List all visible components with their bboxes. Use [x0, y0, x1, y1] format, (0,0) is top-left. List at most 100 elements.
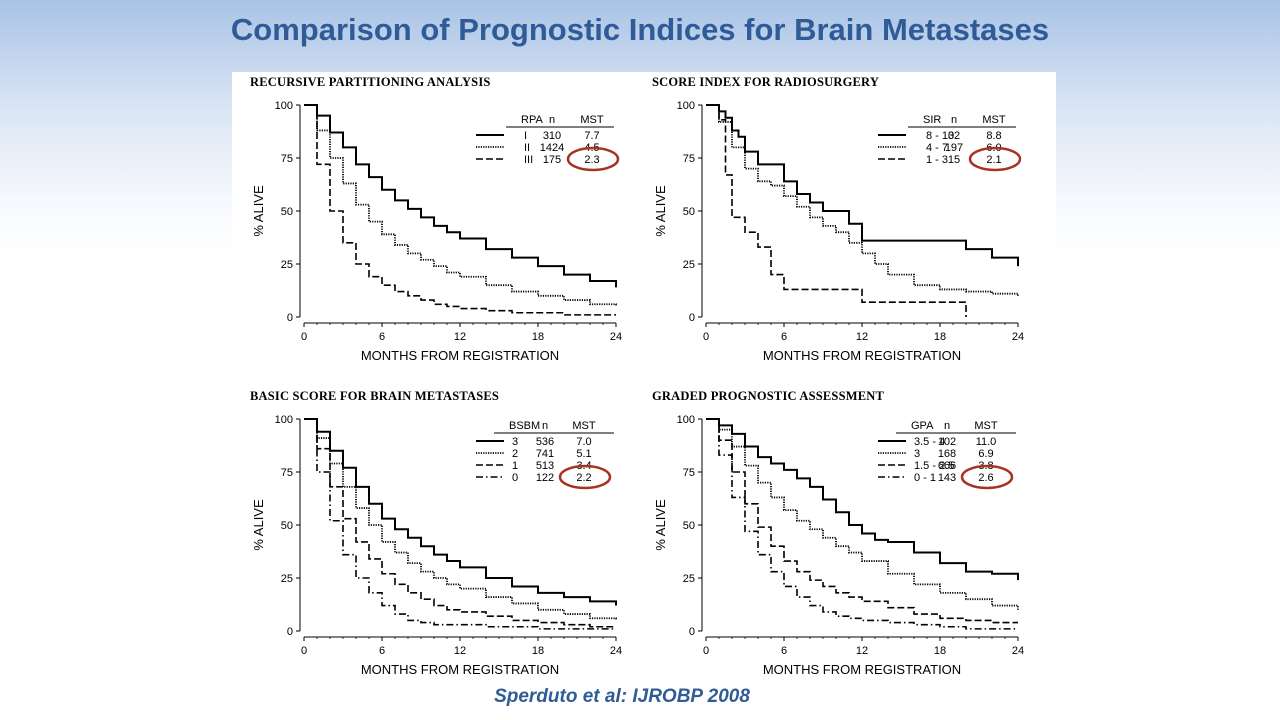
highlight-circle: [960, 464, 1014, 490]
survival-curve: [304, 104, 616, 316]
legend-label: II: [524, 142, 530, 154]
survival-curve: [706, 104, 1019, 296]
legend-header: MST: [580, 114, 604, 126]
survival-curve: [706, 418, 1018, 630]
x-tick-label: 6: [781, 331, 787, 343]
y-tick-label: 50: [683, 520, 695, 532]
legend-header: n: [542, 420, 548, 432]
legend-n: 513: [536, 460, 554, 472]
legend-mst: 2.2: [576, 472, 591, 484]
y-axis-label: % ALIVE: [251, 185, 266, 237]
y-tick-label: 100: [677, 100, 695, 112]
legend-label: 3: [914, 448, 920, 460]
legend-mst: 11.0: [976, 436, 997, 448]
y-tick-label: 25: [281, 259, 293, 271]
y-tick-label: 100: [275, 100, 293, 112]
x-axis-label: MONTHS FROM REGISTRATION: [361, 348, 559, 363]
legend-mst: 8.8: [986, 130, 1001, 142]
highlight-circle: [566, 146, 620, 172]
legend-header: MST: [572, 420, 596, 432]
survival-curve: [304, 418, 617, 621]
x-tick-label: 18: [532, 645, 544, 657]
legend-label: 3: [512, 436, 518, 448]
legend-header: n: [944, 420, 950, 432]
x-tick-label: 18: [934, 331, 946, 343]
legend-label: 2: [512, 448, 518, 460]
y-tick-label: 75: [683, 153, 695, 165]
panel-title: RECURSIVE PARTITIONING ANALYSIS: [250, 75, 491, 89]
y-tick-label: 100: [677, 414, 695, 426]
legend-header: RPA: [521, 114, 543, 126]
legend-header: MST: [974, 420, 998, 432]
x-tick-label: 0: [703, 645, 709, 657]
legend-n: 15: [948, 154, 960, 166]
legend-mst: 2.6: [978, 472, 993, 484]
panel-title: GRADED PROGNOSTIC ASSESSMENT: [652, 389, 885, 403]
panel-bsbm: BASIC SCORE FOR BRAIN METASTASES 0 25 50 75…: [232, 386, 644, 692]
y-tick-label: 75: [281, 467, 293, 479]
chart-gpa: 0 25 50 75 100 0 6 12 18 24 MONTHS FROM REGISTRATI…: [653, 414, 1024, 677]
y-axis-label: % ALIVE: [653, 499, 668, 551]
y-tick-label: 25: [683, 573, 695, 585]
panel-title: BASIC SCORE FOR BRAIN METASTASES: [250, 389, 500, 403]
legend-header: n: [951, 114, 957, 126]
slide-title: Comparison of Prognostic Indices for Bra…: [230, 12, 1050, 47]
survival-curve: [706, 418, 1018, 624]
y-tick-label: 25: [683, 259, 695, 271]
citation: Sperduto et al: IJROBP 2008: [494, 686, 750, 707]
x-tick-label: 24: [610, 645, 622, 657]
legend-header: MST: [982, 114, 1006, 126]
x-axis-label: MONTHS FROM REGISTRATION: [763, 348, 961, 363]
survival-curve: [304, 418, 617, 606]
legend-mst: 5.1: [576, 448, 591, 460]
legend-header: n: [549, 114, 555, 126]
survival-curve: [706, 104, 967, 317]
x-tick-label: 12: [856, 645, 868, 657]
legend-mst: 2.3: [584, 154, 599, 166]
x-tick-label: 12: [454, 645, 466, 657]
legend-header: SIR: [923, 114, 941, 126]
y-tick-label: 0: [287, 312, 293, 324]
legend-n: 122: [536, 472, 554, 484]
y-tick-label: 0: [689, 312, 695, 324]
legend-n: 536: [536, 436, 554, 448]
x-tick-label: 0: [703, 331, 709, 343]
legend-n: 310: [543, 130, 561, 142]
legend-label: 1: [512, 460, 518, 472]
legend-n: 197: [945, 142, 963, 154]
legend-label: 3.5 - 4: [914, 436, 945, 448]
survival-curve: [304, 418, 616, 630]
highlight-circle: [968, 146, 1022, 172]
y-tick-label: 0: [689, 626, 695, 638]
legend-n: 102: [938, 436, 956, 448]
legend-label: 0 - 1: [914, 472, 936, 484]
y-tick-label: 100: [275, 414, 293, 426]
legend-header: BSBM: [509, 420, 540, 432]
survival-curve: [304, 104, 617, 288]
legend-label: I: [524, 130, 527, 142]
legend-mst: 7.7: [584, 130, 599, 142]
x-axis-label: MONTHS FROM REGISTRATION: [361, 662, 559, 677]
y-axis-label: % ALIVE: [251, 499, 266, 551]
x-tick-label: 24: [610, 331, 622, 343]
survival-curve: [304, 418, 616, 628]
highlight-circle: [558, 464, 612, 490]
legend-mst: 6.9: [978, 448, 993, 460]
x-tick-label: 12: [856, 331, 868, 343]
legend-mst: 2.1: [986, 154, 1001, 166]
legend-n: 168: [938, 448, 956, 460]
x-tick-label: 18: [934, 645, 946, 657]
x-tick-label: 24: [1012, 331, 1024, 343]
chart-rpa: 0 25 50 75 100 0 6 12 18 24 MONTHS FROM REGISTRATI…: [251, 100, 622, 363]
legend-header: GPA: [911, 420, 934, 432]
x-tick-label: 6: [781, 645, 787, 657]
x-axis-label: MONTHS FROM REGISTRATION: [763, 662, 961, 677]
panel-sir: SCORE INDEX FOR RADIOSURGERY 0 25 50 75 100 0…: [634, 72, 1046, 378]
x-tick-label: 0: [301, 645, 307, 657]
x-tick-label: 18: [532, 331, 544, 343]
legend-mst: 7.0: [576, 436, 591, 448]
legend-n: 143: [938, 472, 956, 484]
chart-bsbm: 0 25 50 75 100 0 6 12 18 24 MONTHS FROM REGISTRATI…: [251, 414, 622, 677]
y-axis-label: % ALIVE: [653, 185, 668, 237]
survival-curve: [706, 418, 1019, 581]
